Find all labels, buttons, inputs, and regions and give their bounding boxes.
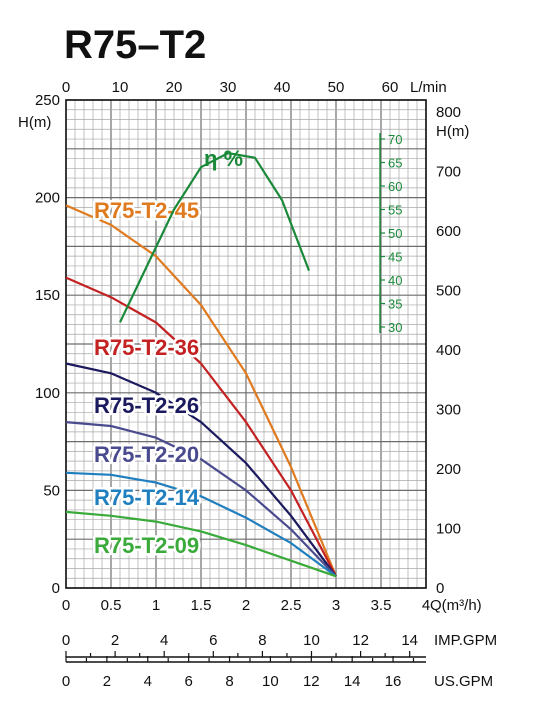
gpm-tick-label: 2: [111, 632, 119, 649]
curve-label: R75-T2-20: [94, 442, 199, 467]
curve-r75-t2-45: [65, 204, 338, 577]
eff-tick-label: 55: [388, 203, 402, 218]
y-tick-label: 250: [35, 92, 60, 109]
top-axis-label: L/min: [410, 79, 447, 96]
gpm-tick-label: 0: [62, 673, 70, 690]
eff-tick-label: 45: [388, 250, 402, 265]
x-tick-label: 2: [242, 597, 250, 614]
curve-r75-t2-20: [65, 421, 337, 578]
top-tick-label: 30: [220, 79, 237, 96]
right-tick-label: 300: [436, 402, 461, 419]
gpm-scales: 0 2 4 6 8 10 12 14 IMP.GPM 0 2 4 6 8 10 12 14 16 US.GPM: [62, 632, 497, 690]
gpm-tick-label: 14: [344, 673, 361, 690]
y-tick-label: 100: [35, 385, 60, 402]
x-tick-label: 1.5: [191, 597, 212, 614]
gpm-tick-label: 10: [262, 673, 279, 690]
gpm-tick-label: 8: [258, 632, 266, 649]
eff-tick-label: 35: [388, 297, 402, 312]
top-tick-label: 60: [382, 79, 399, 96]
x-axis-label: Q(m³/h): [430, 597, 482, 614]
top-tick-label: 50: [328, 79, 345, 96]
gpm-tick-label: 4: [144, 673, 152, 690]
eff-tick-label: 65: [388, 156, 402, 171]
curve-r75-t2-26: [65, 362, 337, 577]
curve-r75-t2-36: [65, 276, 337, 577]
top-tick-label: 20: [166, 79, 183, 96]
eff-tick-label: 50: [388, 226, 402, 241]
gpm-tick-label: 8: [225, 673, 233, 690]
x-tick-label: 0.5: [101, 597, 122, 614]
chart-title: R75–T2: [64, 23, 206, 67]
x-tick-label: 3.5: [371, 597, 392, 614]
right-tick-label: 200: [436, 461, 461, 478]
gpm-axis-label: US.GPM: [434, 673, 493, 690]
curve-label: R75-T2-09: [94, 533, 199, 558]
eff-tick-label: 40: [388, 273, 402, 288]
right-axis-label: H(m): [436, 123, 469, 140]
axes: 0 0.5 1 1.5 2 2.5 3 3.5 4 Q(m³/h)0 10 20 30 40 50 60 L/m…: [18, 79, 482, 614]
gpm-tick-label: 4: [160, 632, 168, 649]
curve-label: R75-T2-45: [94, 198, 199, 223]
right-tick-label: 600: [436, 223, 461, 240]
top-tick-label: 0: [62, 79, 70, 96]
y-tick-label: 150: [35, 287, 60, 304]
efficiency-group: 30 35 40 45 50 55 60 65 70 η %: [119, 132, 402, 335]
curve-label-halo: R75-T2-26: [94, 393, 199, 418]
curve-label-halo: R75-T2-45: [94, 198, 199, 223]
gpm-tick-label: 10: [303, 632, 320, 649]
curves: R75-T2-45R75-T2-45R75-T2-36R75-T2-36R75-…: [65, 196, 338, 578]
gpm-tick-label: 12: [303, 673, 320, 690]
gpm-tick-label: 2: [103, 673, 111, 690]
x-tick-label: 0: [62, 597, 70, 614]
gpm-tick-label: 14: [401, 632, 418, 649]
right-tick-label: 700: [436, 164, 461, 181]
x-tick-label: 3: [332, 597, 340, 614]
curve-label-halo: R75-T2-20: [94, 442, 199, 467]
curve-r75-t2-14: [65, 471, 337, 578]
gpm-axis-label: IMP.GPM: [434, 632, 497, 649]
gpm-tick-label: 6: [184, 673, 192, 690]
efficiency-curve: [119, 152, 311, 323]
y-tick-label: 0: [52, 580, 60, 597]
eff-tick-label: 60: [388, 179, 402, 194]
y-tick-label: 50: [43, 482, 60, 499]
right-tick-label: 400: [436, 342, 461, 359]
gpm-tick-label: 16: [385, 673, 402, 690]
eta-label: η %: [204, 146, 243, 171]
y-axis-label: H(m): [18, 114, 51, 131]
curve-label: R75-T2-26: [94, 393, 199, 418]
right-tick-label: 0: [436, 580, 444, 597]
x-tick-label: 4: [422, 597, 430, 614]
top-tick-label: 10: [112, 79, 129, 96]
right-tick-label: 100: [436, 521, 461, 538]
eff-tick-label: 70: [388, 132, 402, 147]
curve-label: R75-T2-36: [94, 335, 199, 360]
top-tick-label: 40: [274, 79, 291, 96]
gpm-tick-label: 12: [352, 632, 369, 649]
x-tick-label: 2.5: [281, 597, 302, 614]
x-tick-label: 1: [152, 597, 160, 614]
gpm-tick-label: 6: [209, 632, 217, 649]
gpm-tick-label: 0: [62, 632, 70, 649]
right-tick-label: 800: [436, 104, 461, 121]
curve-label: R75-T2-14: [94, 485, 200, 510]
eff-tick-label: 30: [388, 320, 402, 335]
plot-frame: [65, 99, 427, 589]
y-tick-label: 200: [35, 190, 60, 207]
right-tick-label: 500: [436, 283, 461, 300]
curve-r75-t2-09: [65, 510, 337, 578]
curve-label-halo: R75-T2-14: [94, 485, 200, 510]
curve-label-halo: R75-T2-09: [94, 533, 199, 558]
curve-label-halo: R75-T2-36: [94, 335, 199, 360]
